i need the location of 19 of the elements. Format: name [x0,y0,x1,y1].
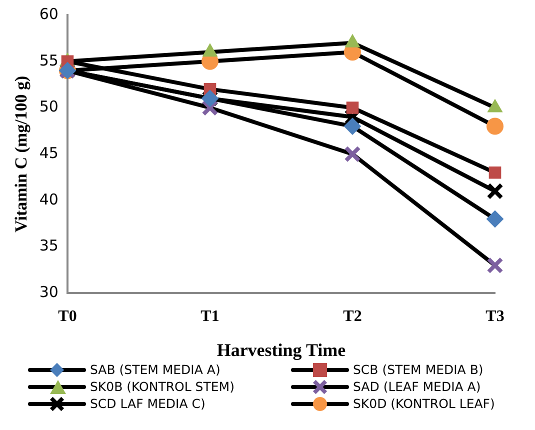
y-tick-label: 45 [39,144,58,162]
x-tick-label: T2 [343,308,362,325]
x-tick-label: T1 [200,308,220,325]
x-tick-label: T0 [58,308,77,325]
x-axis-title: Harvesting Time [216,340,346,360]
legend-label: SK0B (KONTROL STEM) [90,379,234,394]
legend-label: SCD LAF MEDIA C) [90,396,206,411]
legend-label: SCB (STEM MEDIA B) [353,362,484,377]
y-tick-label: 60 [39,4,58,23]
legend-label: SAB (STEM MEDIA A) [90,362,220,377]
x-tick-label: T3 [486,308,504,325]
y-tick-label: 35 [39,236,58,255]
legend-label: SAD (LEAF MEDIA A) [353,379,481,394]
y-tick-label: 55 [39,51,58,70]
legend-label: SK0D (KONTROL LEAF) [353,396,495,411]
y-tick-label: 40 [39,190,58,208]
y-tick-label: 30 [39,283,58,302]
y-tick-label: 50 [39,98,58,116]
y-axis-title: Vitamin C (mg/100 g) [12,76,31,232]
